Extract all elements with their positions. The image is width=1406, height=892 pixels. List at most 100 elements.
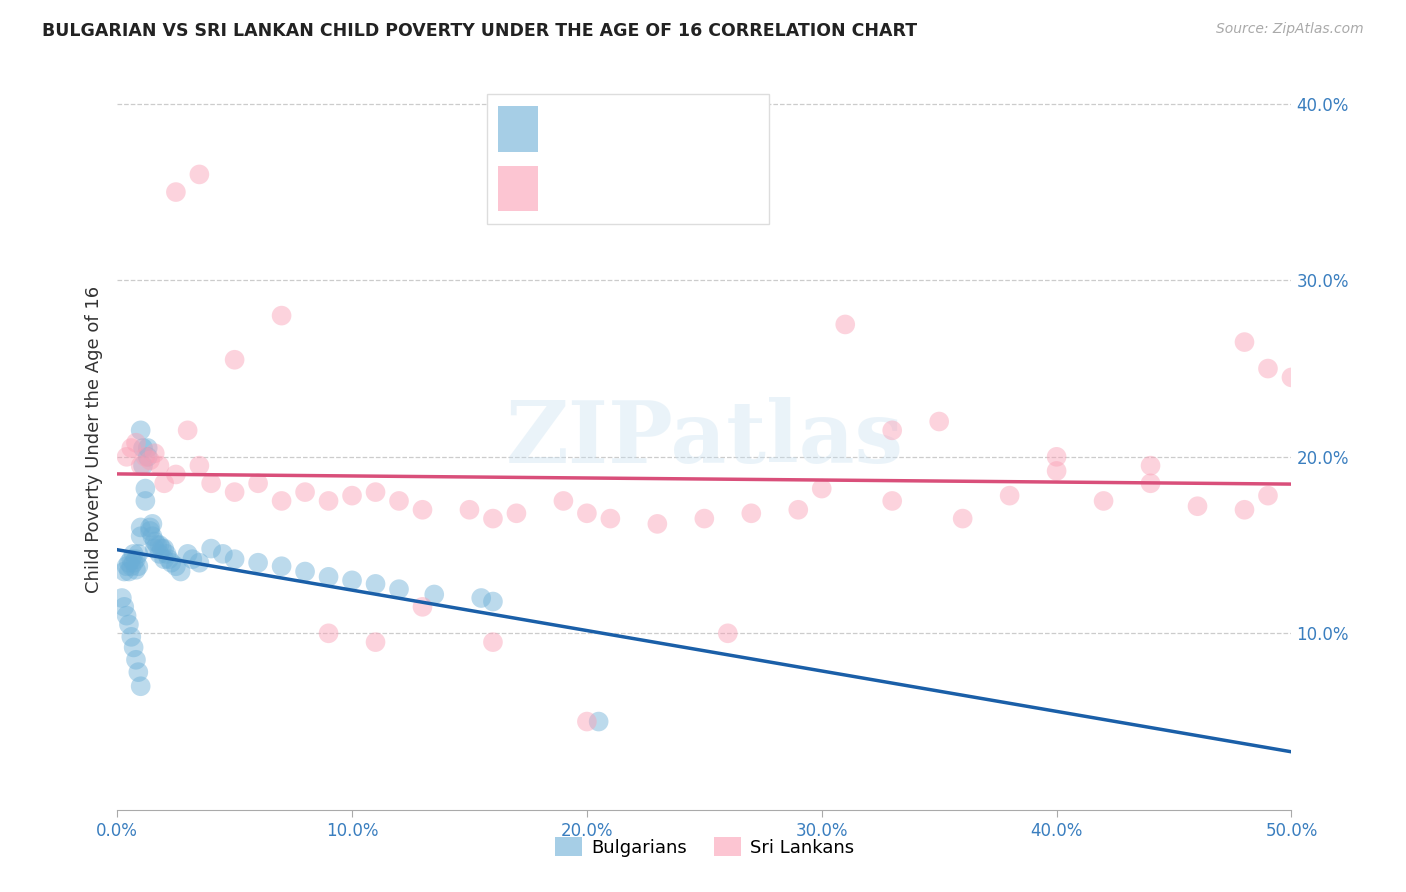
Point	[294, 485, 316, 500]
Point	[188, 556, 211, 570]
Point	[176, 547, 198, 561]
Point	[143, 446, 166, 460]
Point	[553, 494, 575, 508]
Point	[134, 482, 156, 496]
Point	[270, 559, 292, 574]
Point	[129, 679, 152, 693]
Point	[148, 458, 170, 473]
Point	[294, 565, 316, 579]
Point	[139, 453, 162, 467]
Point	[141, 516, 163, 531]
Point	[160, 556, 183, 570]
Point	[388, 582, 411, 597]
Point	[247, 556, 270, 570]
Point	[139, 524, 162, 538]
Point	[882, 423, 904, 437]
Legend: Bulgarians, Sri Lankans: Bulgarians, Sri Lankans	[547, 830, 860, 863]
Point	[127, 665, 149, 680]
Point	[125, 653, 148, 667]
Point	[127, 559, 149, 574]
Point	[1187, 500, 1209, 514]
Point	[188, 168, 211, 182]
Point	[1257, 489, 1279, 503]
Point	[111, 591, 134, 605]
Point	[155, 547, 177, 561]
Point	[458, 502, 481, 516]
Point	[118, 556, 141, 570]
Point	[134, 450, 156, 464]
Point	[411, 599, 433, 614]
Point	[120, 630, 142, 644]
Point	[1233, 335, 1256, 350]
Point	[200, 541, 222, 556]
Point	[143, 541, 166, 556]
Point	[125, 563, 148, 577]
Point	[1139, 476, 1161, 491]
Point	[1139, 458, 1161, 473]
Point	[212, 547, 235, 561]
Point	[717, 626, 740, 640]
Point	[470, 591, 492, 605]
Point	[181, 552, 204, 566]
Point	[132, 458, 155, 473]
Point	[157, 552, 180, 566]
Point	[120, 559, 142, 574]
Point	[928, 415, 950, 429]
Point	[810, 482, 832, 496]
Point	[153, 476, 176, 491]
Point	[647, 516, 669, 531]
Point	[134, 494, 156, 508]
Point	[120, 552, 142, 566]
Point	[129, 520, 152, 534]
Point	[141, 529, 163, 543]
Point	[165, 559, 187, 574]
Point	[150, 541, 173, 556]
Point	[740, 506, 762, 520]
Point	[122, 556, 145, 570]
Point	[318, 494, 340, 508]
Point	[188, 458, 211, 473]
Point	[318, 626, 340, 640]
Point	[165, 467, 187, 482]
Point	[1281, 370, 1303, 384]
Point	[482, 594, 505, 608]
Point	[575, 714, 598, 729]
Y-axis label: Child Poverty Under the Age of 16: Child Poverty Under the Age of 16	[86, 285, 103, 592]
Point	[115, 608, 138, 623]
Point	[482, 635, 505, 649]
Point	[153, 541, 176, 556]
Point	[112, 565, 135, 579]
Point	[270, 309, 292, 323]
Point	[136, 450, 159, 464]
Point	[132, 441, 155, 455]
Point	[588, 714, 610, 729]
Point	[998, 489, 1021, 503]
Point	[388, 494, 411, 508]
Point	[120, 441, 142, 455]
Point	[882, 494, 904, 508]
Text: BULGARIAN VS SRI LANKAN CHILD POVERTY UNDER THE AGE OF 16 CORRELATION CHART: BULGARIAN VS SRI LANKAN CHILD POVERTY UN…	[42, 22, 917, 40]
Point	[224, 352, 246, 367]
Point	[118, 617, 141, 632]
Point	[148, 547, 170, 561]
Point	[411, 502, 433, 516]
Point	[125, 435, 148, 450]
Point	[224, 485, 246, 500]
Point	[115, 450, 138, 464]
Point	[139, 520, 162, 534]
Point	[118, 565, 141, 579]
Point	[952, 511, 974, 525]
Point	[482, 511, 505, 525]
Point	[364, 485, 387, 500]
Point	[1092, 494, 1115, 508]
Point	[1257, 361, 1279, 376]
Point	[146, 538, 169, 552]
Point	[423, 587, 446, 601]
Point	[148, 538, 170, 552]
Point	[318, 570, 340, 584]
Point	[340, 489, 363, 503]
Point	[115, 559, 138, 574]
Point	[176, 423, 198, 437]
Point	[364, 635, 387, 649]
Point	[834, 318, 856, 332]
